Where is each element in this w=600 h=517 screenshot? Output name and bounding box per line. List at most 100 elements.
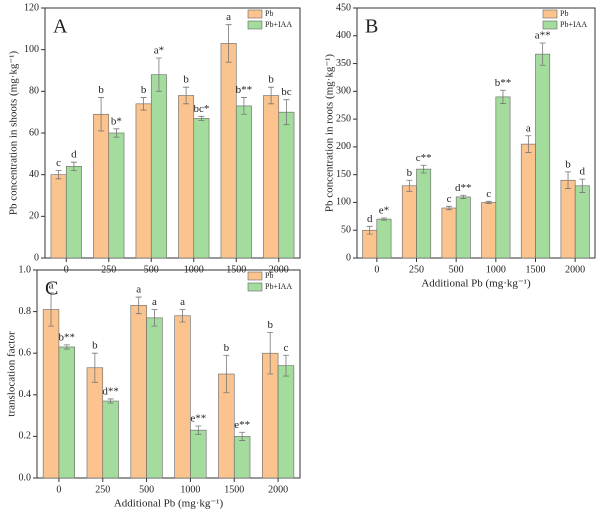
significance-label: b*: [111, 115, 122, 127]
error-bar: [283, 99, 290, 126]
significance-label: e**: [190, 413, 206, 425]
bar: [86, 367, 104, 479]
y-tick-label: 40: [29, 169, 39, 180]
error-bar: [579, 178, 586, 193]
error-bar: [70, 161, 77, 171]
bar: [108, 132, 125, 259]
significance-label: a: [49, 279, 54, 291]
bar: [130, 305, 147, 479]
significance-label: b: [565, 158, 571, 170]
legend-swatch: [542, 9, 558, 19]
significance-label: c: [56, 157, 61, 169]
y-tick-label: 150: [336, 169, 351, 180]
y-tick-label: 450: [336, 2, 351, 13]
x-tick-label: 250: [95, 484, 110, 495]
error-bar: [420, 164, 427, 174]
error-bar: [406, 179, 413, 192]
significance-label: d: [367, 213, 373, 225]
x-axis-label: Additional Pb (mg·kg⁻¹): [114, 498, 224, 510]
y-tick-label: 0.0: [19, 472, 32, 483]
legend-swatch: [247, 282, 263, 292]
y-tick-label: 20: [29, 211, 39, 222]
bar: [58, 346, 75, 479]
bar: [278, 111, 295, 259]
bar: [520, 143, 536, 259]
significance-label: a: [526, 122, 531, 134]
significance-label: d: [71, 149, 77, 161]
error-bar: [446, 205, 453, 211]
bar: [65, 166, 82, 259]
bar: [441, 207, 457, 259]
plot-frame: [356, 7, 596, 259]
error-bar: [48, 292, 55, 327]
bar: [193, 118, 210, 259]
significance-label: b: [92, 340, 98, 352]
significance-label: b: [183, 74, 189, 86]
error-bar: [151, 309, 158, 327]
y-tick-label: 300: [336, 86, 351, 97]
x-tick-label: 250: [409, 264, 424, 275]
error-bar: [485, 200, 492, 204]
error-bar: [239, 431, 246, 441]
bar: [495, 96, 511, 259]
y-tick-label: 200: [336, 141, 351, 152]
error-bar: [267, 332, 274, 375]
significance-label: b: [224, 342, 230, 354]
significance-label: c: [284, 342, 289, 354]
x-tick-label: 0: [374, 264, 379, 275]
error-bar: [198, 115, 205, 121]
x-tick-label: 1500: [526, 264, 546, 275]
significance-label: b**: [495, 77, 512, 89]
error-bar: [91, 352, 98, 383]
panel-label: B: [365, 16, 378, 38]
bar: [263, 95, 280, 259]
y-tick-label: 0.6: [19, 347, 32, 358]
error-bar: [499, 89, 506, 104]
legend-label: Pb: [560, 9, 568, 18]
significance-label: a: [152, 296, 157, 308]
bar: [178, 95, 195, 259]
significance-label: a**: [535, 30, 551, 42]
y-axis-label: Pb concentration in roots (mg·kg⁻¹): [324, 54, 336, 213]
panel-label: A: [53, 16, 68, 38]
bar: [42, 309, 60, 479]
bar: [455, 196, 471, 259]
error-bar: [140, 97, 147, 111]
bar: [235, 105, 252, 259]
error-bar: [223, 354, 230, 394]
x-tick-label: 2000: [565, 264, 585, 275]
error-bar: [225, 24, 232, 63]
error-bar: [183, 86, 190, 105]
legend-label: Pb: [265, 271, 273, 280]
error-bar: [565, 171, 572, 189]
y-tick-label: 0: [346, 252, 351, 263]
error-bar: [63, 344, 70, 350]
y-tick-label: 250: [336, 113, 351, 124]
significance-label: d**: [102, 385, 119, 397]
plot-frame: [36, 269, 301, 479]
significance-label: e*: [379, 205, 389, 217]
bar: [277, 365, 295, 479]
error-bar: [55, 170, 62, 180]
error-bar: [135, 296, 142, 315]
y-tick-label: 400: [336, 30, 351, 41]
x-tick-label: 0: [56, 484, 61, 495]
legend-label: Pb+IAA: [560, 20, 587, 29]
significance-label: b**: [59, 331, 76, 343]
y-tick-label: 0.8: [19, 306, 32, 317]
bar: [574, 185, 590, 259]
bar: [416, 168, 432, 259]
error-bar: [195, 425, 202, 435]
legend-swatch: [247, 20, 263, 30]
significance-label: b: [267, 319, 273, 331]
bar: [174, 315, 191, 479]
bar: [102, 400, 119, 479]
x-tick-label: 500: [449, 264, 464, 275]
bar: [93, 113, 110, 259]
error-bar: [380, 217, 387, 221]
error-bar: [366, 225, 373, 235]
x-tick-label: 1000: [486, 264, 506, 275]
bar: [220, 43, 237, 259]
significance-label: c: [486, 188, 491, 200]
y-tick-label: 0: [34, 252, 39, 263]
